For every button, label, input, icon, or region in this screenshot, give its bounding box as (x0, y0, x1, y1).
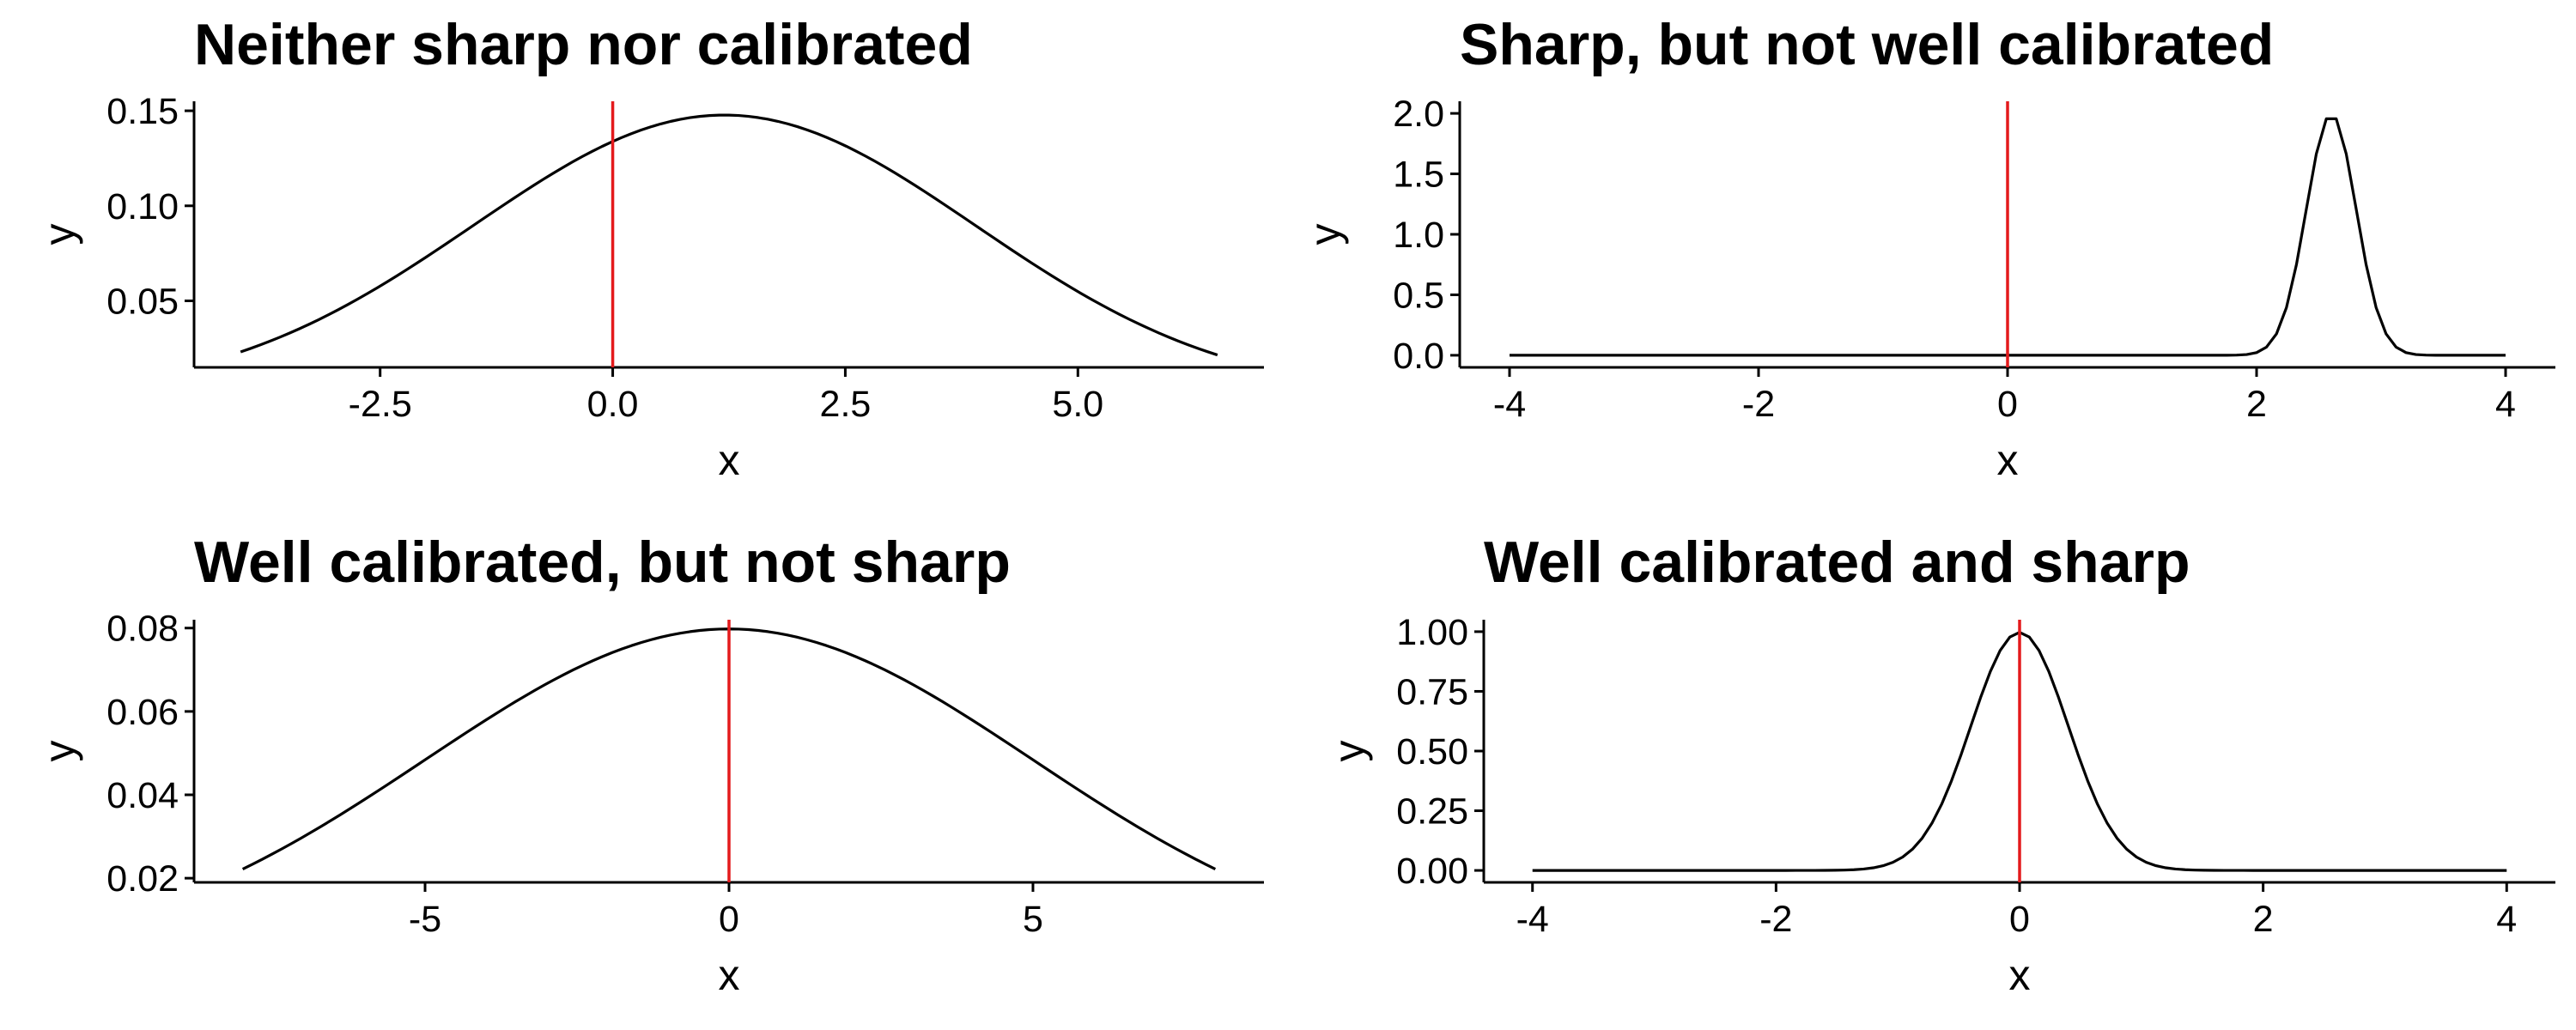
x-tick-label: 0 (1997, 384, 2018, 425)
y-tick-label: 0.50 (1396, 731, 1468, 772)
x-axis-title: x (719, 951, 740, 999)
panel-title: Neither sharp nor calibrated (194, 12, 973, 77)
y-tick-label: 0.15 (106, 91, 179, 132)
panel-2: Sharp, but not well calibrated -4 -2 0 2 4 0.0… (1301, 12, 2555, 484)
x-tick-label: 4 (2495, 384, 2516, 425)
y-tick-label: 0.08 (106, 609, 179, 650)
x-tick-label: 4 (2496, 899, 2517, 940)
x-axis-title: x (2009, 951, 2031, 999)
y-tick-label: 0.00 (1396, 851, 1468, 892)
y-tick-label: 1.00 (1396, 612, 1468, 653)
x-tick-label: -2.5 (349, 384, 412, 425)
y-tick-label: 0.0 (1393, 336, 1444, 377)
y-axis-title: y (1301, 224, 1349, 245)
x-tick-label: 0.0 (587, 384, 639, 425)
y-tick-label: 0.04 (106, 775, 179, 816)
y-tick-label: 2.0 (1393, 94, 1444, 135)
x-tick-label: -4 (1516, 899, 1549, 940)
panel-title: Well calibrated and sharp (1484, 530, 2190, 595)
density-curve (240, 113, 1218, 357)
panel-1: Neither sharp nor calibrated -2.5 0.0 2.5 5.… (35, 12, 1264, 484)
y-axis-title: y (1325, 741, 1373, 762)
y-axis-title: y (35, 741, 83, 762)
x-tick-label: -2 (1742, 384, 1775, 425)
x-tick-label: 0 (2009, 899, 2030, 940)
panel-title: Sharp, but not well calibrated (1460, 12, 2274, 77)
y-tick-label: 0.06 (106, 692, 179, 733)
x-tick-label: 5.0 (1052, 384, 1103, 425)
x-tick-label: 2.5 (820, 384, 872, 425)
x-tick-label: -2 (1759, 899, 1792, 940)
x-tick-label: 2 (2253, 899, 2274, 940)
y-tick-label: 0.05 (106, 282, 179, 323)
x-tick-label: 5 (1023, 899, 1043, 940)
y-tick-label: 0.02 (106, 858, 179, 900)
x-tick-label: -4 (1493, 384, 1526, 425)
y-tick-label: 0.10 (106, 186, 179, 227)
y-tick-label: 1.5 (1393, 154, 1444, 196)
panel-title: Well calibrated, but not sharp (194, 530, 1011, 595)
panel-4: Well calibrated and sharp -4 -2 0 2 4 0.00 0.25… (1325, 530, 2555, 999)
x-axis-title: x (1997, 436, 2019, 484)
y-tick-label: 0.25 (1396, 791, 1468, 833)
panel-3: Well calibrated, but not sharp -5 0 5 0.02 0.… (35, 530, 1264, 999)
x-axis-title: x (719, 436, 740, 484)
y-axis-title: y (35, 224, 83, 245)
x-tick-label: 2 (2246, 384, 2267, 425)
x-tick-label: 0 (719, 899, 739, 940)
y-tick-label: 0.75 (1396, 671, 1468, 712)
y-tick-label: 1.0 (1393, 215, 1444, 256)
y-tick-label: 0.5 (1393, 275, 1444, 316)
x-tick-label: -5 (409, 899, 441, 940)
